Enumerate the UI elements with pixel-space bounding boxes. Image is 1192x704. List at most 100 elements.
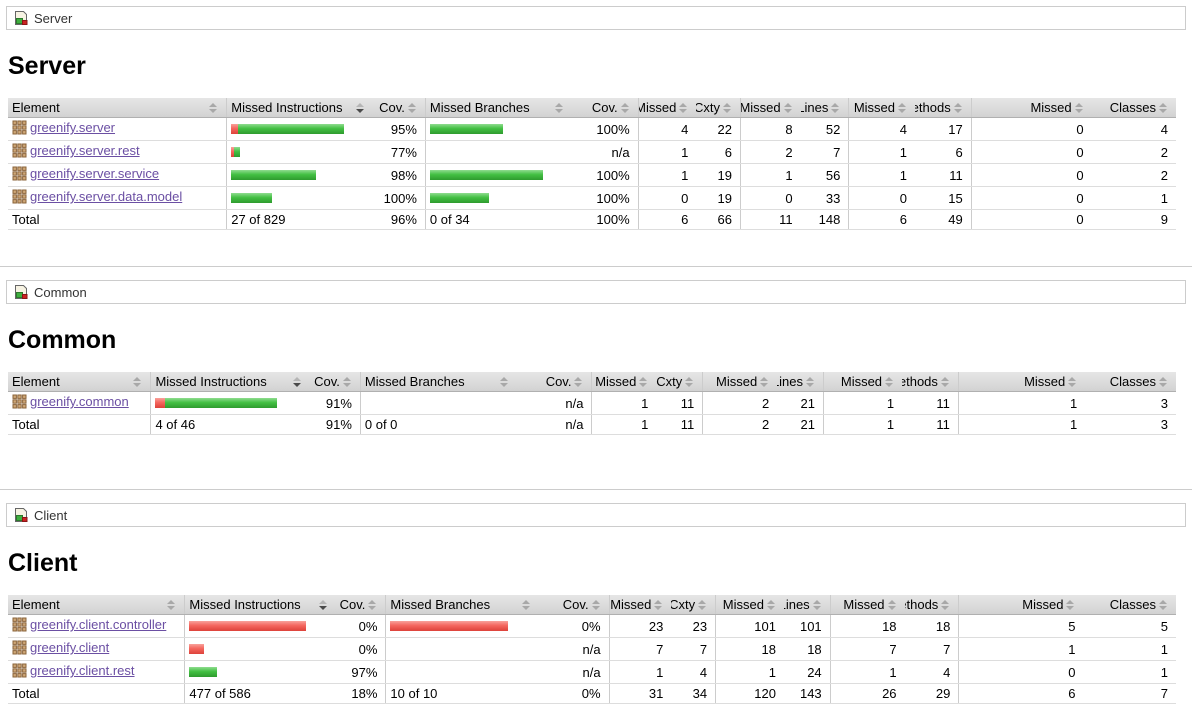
sort-down-icon — [133, 382, 142, 387]
column-header-missed-branches[interactable]: Missed Branches — [385, 595, 539, 615]
package-link[interactable]: greenify.client — [30, 640, 110, 655]
coverage-bar — [429, 191, 564, 205]
package-link[interactable]: greenify.server.rest — [30, 143, 140, 158]
coverage-bar — [231, 191, 365, 205]
total-counter-cell: 7 — [1083, 683, 1176, 704]
column-header-missed-classes[interactable]: Missed — [958, 595, 1084, 615]
counter-cell: 0 — [970, 163, 1092, 187]
missed-branches-bar-cell — [385, 660, 539, 684]
sort-up-icon — [133, 376, 142, 381]
column-header-missed-instructions[interactable]: Missed Instructions — [150, 372, 311, 392]
column-header-instructions-coverage[interactable]: Cov. — [310, 372, 361, 392]
column-header-missed-cxty[interactable]: Missed — [591, 372, 657, 392]
column-header-missed-lines[interactable]: Missed — [715, 595, 784, 615]
sort-down-icon — [722, 108, 731, 113]
column-header-lines[interactable]: Lines — [777, 372, 824, 392]
header-label: Missed — [1024, 374, 1066, 389]
sort-arrows-icon — [812, 599, 822, 610]
header-content: Element — [12, 597, 176, 612]
missed-bar-segment — [189, 621, 307, 631]
column-header-branches-coverage[interactable]: Cov. — [571, 98, 639, 118]
column-header-element[interactable]: Element — [8, 372, 151, 392]
sort-up-icon — [685, 376, 694, 381]
column-header-branches-coverage[interactable]: Cov. — [538, 595, 610, 615]
column-header-cxty[interactable]: Cxty — [696, 98, 741, 118]
header-content: Missed — [610, 597, 664, 612]
sort-down-icon — [368, 605, 377, 610]
column-header-element[interactable]: Element — [8, 98, 227, 118]
package-link[interactable]: greenify.server.service — [30, 166, 160, 181]
breadcrumb: Server — [6, 6, 1186, 30]
covered-bar-segment — [238, 124, 345, 134]
column-header-missed-methods[interactable]: Missed — [848, 98, 916, 118]
sort-up-icon — [209, 102, 218, 107]
sort-down-icon — [1074, 108, 1083, 113]
header-content: Missed — [707, 374, 769, 389]
column-header-cxty[interactable]: Cxty — [671, 595, 716, 615]
column-header-missed-lines[interactable]: Missed — [739, 98, 801, 118]
column-header-missed-cxty[interactable]: Missed — [608, 595, 672, 615]
column-header-instructions-coverage[interactable]: Cov. — [373, 98, 426, 118]
column-header-missed-methods[interactable]: Missed — [829, 595, 905, 615]
column-header-missed-branches[interactable]: Missed Branches — [424, 98, 572, 118]
counter-cell: 11 — [902, 391, 959, 415]
sort-arrows-icon — [685, 376, 694, 387]
package-link[interactable]: greenify.common — [30, 394, 129, 409]
column-header-lines[interactable]: Lines — [800, 98, 849, 118]
column-header-cxty[interactable]: Cxty — [656, 372, 703, 392]
column-header-classes[interactable]: Classes — [1085, 372, 1176, 392]
column-header-missed-cxty[interactable]: Missed — [637, 98, 697, 118]
coverage-table: Element Missed Instructions Cov. Missed Bra… — [8, 595, 1176, 704]
breadcrumb-label: Client — [34, 507, 68, 523]
table-row: greenify.server.rest 77% n/a 1 6 2 7 1 6 0 2 — [8, 140, 1176, 164]
header-label: Methods — [905, 597, 939, 612]
column-header-missed-instructions[interactable]: Missed Instructions — [226, 98, 374, 118]
column-header-missed-methods[interactable]: Missed — [823, 372, 903, 392]
column-header-lines[interactable]: Lines — [783, 595, 831, 615]
column-header-missed-classes[interactable]: Missed — [957, 372, 1086, 392]
column-header-methods[interactable]: Methods — [902, 372, 959, 392]
column-header-methods[interactable]: Methods — [904, 595, 959, 615]
column-header-missed-classes[interactable]: Missed — [970, 98, 1092, 118]
column-header-missed-branches[interactable]: Missed Branches — [359, 372, 518, 392]
instructions-coverage-cell: 77% — [373, 140, 426, 164]
counter-cell: 0 — [970, 140, 1092, 164]
section-title: Common — [8, 326, 117, 354]
branches-coverage-cell: 100% — [571, 163, 639, 187]
sort-down-icon — [1066, 605, 1075, 610]
header-content: Lines — [801, 100, 841, 115]
column-header-classes[interactable]: Classes — [1091, 98, 1176, 118]
column-header-branches-coverage[interactable]: Cov. — [517, 372, 592, 392]
column-header-methods[interactable]: Methods — [915, 98, 972, 118]
coverage-bar — [429, 168, 564, 182]
package-link[interactable]: greenify.server — [30, 120, 116, 135]
header-content: Classes — [1087, 597, 1168, 612]
counter-cell: 18 — [829, 614, 905, 638]
sort-down-icon — [885, 382, 894, 387]
column-header-missed-lines[interactable]: Missed — [702, 372, 778, 392]
column-header-classes[interactable]: Classes — [1083, 595, 1176, 615]
package-link[interactable]: greenify.server.data.model — [30, 189, 183, 204]
total-label-cell: Total — [8, 209, 227, 230]
counter-cell: 0 — [970, 186, 1092, 210]
package-link[interactable]: greenify.client.controller — [30, 617, 167, 632]
header-content: Cov. — [377, 100, 417, 115]
sort-up-icon — [167, 599, 176, 604]
sort-arrows-icon — [1074, 102, 1084, 113]
counter-cell: 1 — [739, 163, 801, 187]
counter-cell: 18 — [904, 614, 959, 638]
column-header-element[interactable]: Element — [8, 595, 185, 615]
package-link[interactable]: greenify.client.rest — [30, 663, 135, 678]
sort-up-icon — [1074, 102, 1083, 107]
header-content: Classes — [1089, 374, 1168, 389]
column-header-instructions-coverage[interactable]: Cov. — [335, 595, 386, 615]
counter-cell: 4 — [637, 117, 697, 141]
counter-cell: 1 — [591, 391, 657, 415]
sort-down-icon — [1068, 382, 1077, 387]
sort-arrows-icon — [898, 102, 907, 113]
sort-down-icon — [953, 108, 962, 113]
header-label: Missed Branches — [390, 597, 491, 612]
sort-up-icon — [1066, 599, 1075, 604]
total-counter-cell: 1 — [957, 414, 1086, 435]
column-header-missed-instructions[interactable]: Missed Instructions — [184, 595, 336, 615]
